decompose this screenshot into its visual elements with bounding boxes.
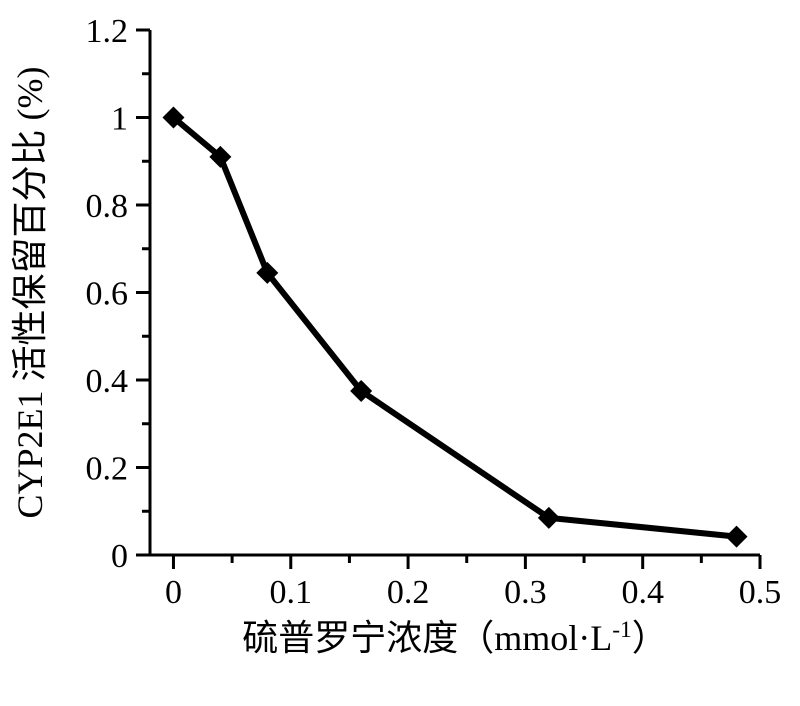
y-tick-label: 1.2 bbox=[86, 13, 129, 50]
y-tick-label: 0 bbox=[111, 538, 128, 575]
x-tick-label: 0.3 bbox=[504, 574, 547, 611]
y-tick-label: 0.4 bbox=[86, 363, 129, 400]
line-chart: 0 0.2 0.4 0.6 0.8 1 1.2 0 0.1 0.2 0.3 0.4 0.5 硫普罗宁浓度（… bbox=[0, 0, 800, 706]
y-tick-label: 1 bbox=[111, 101, 128, 138]
x-tick-label: 0.1 bbox=[270, 574, 313, 611]
x-tick-label: 0.4 bbox=[621, 574, 664, 611]
x-tick-label: 0 bbox=[165, 574, 182, 611]
y-tick-label: 0.6 bbox=[86, 276, 129, 313]
chart-container: 0 0.2 0.4 0.6 0.8 1 1.2 0 0.1 0.2 0.3 0.4 0.5 硫普罗宁浓度（… bbox=[0, 0, 800, 706]
y-tick-label: 0.8 bbox=[86, 188, 129, 225]
y-axis-label: CYP2E1 活性保留百分比 (%) bbox=[10, 67, 50, 519]
x-tick-label: 0.2 bbox=[387, 574, 430, 611]
x-axis-label: 硫普罗宁浓度（mmol·L-1） bbox=[242, 617, 668, 658]
x-tick-label: 0.5 bbox=[739, 574, 782, 611]
y-tick-label: 0.2 bbox=[86, 451, 129, 488]
